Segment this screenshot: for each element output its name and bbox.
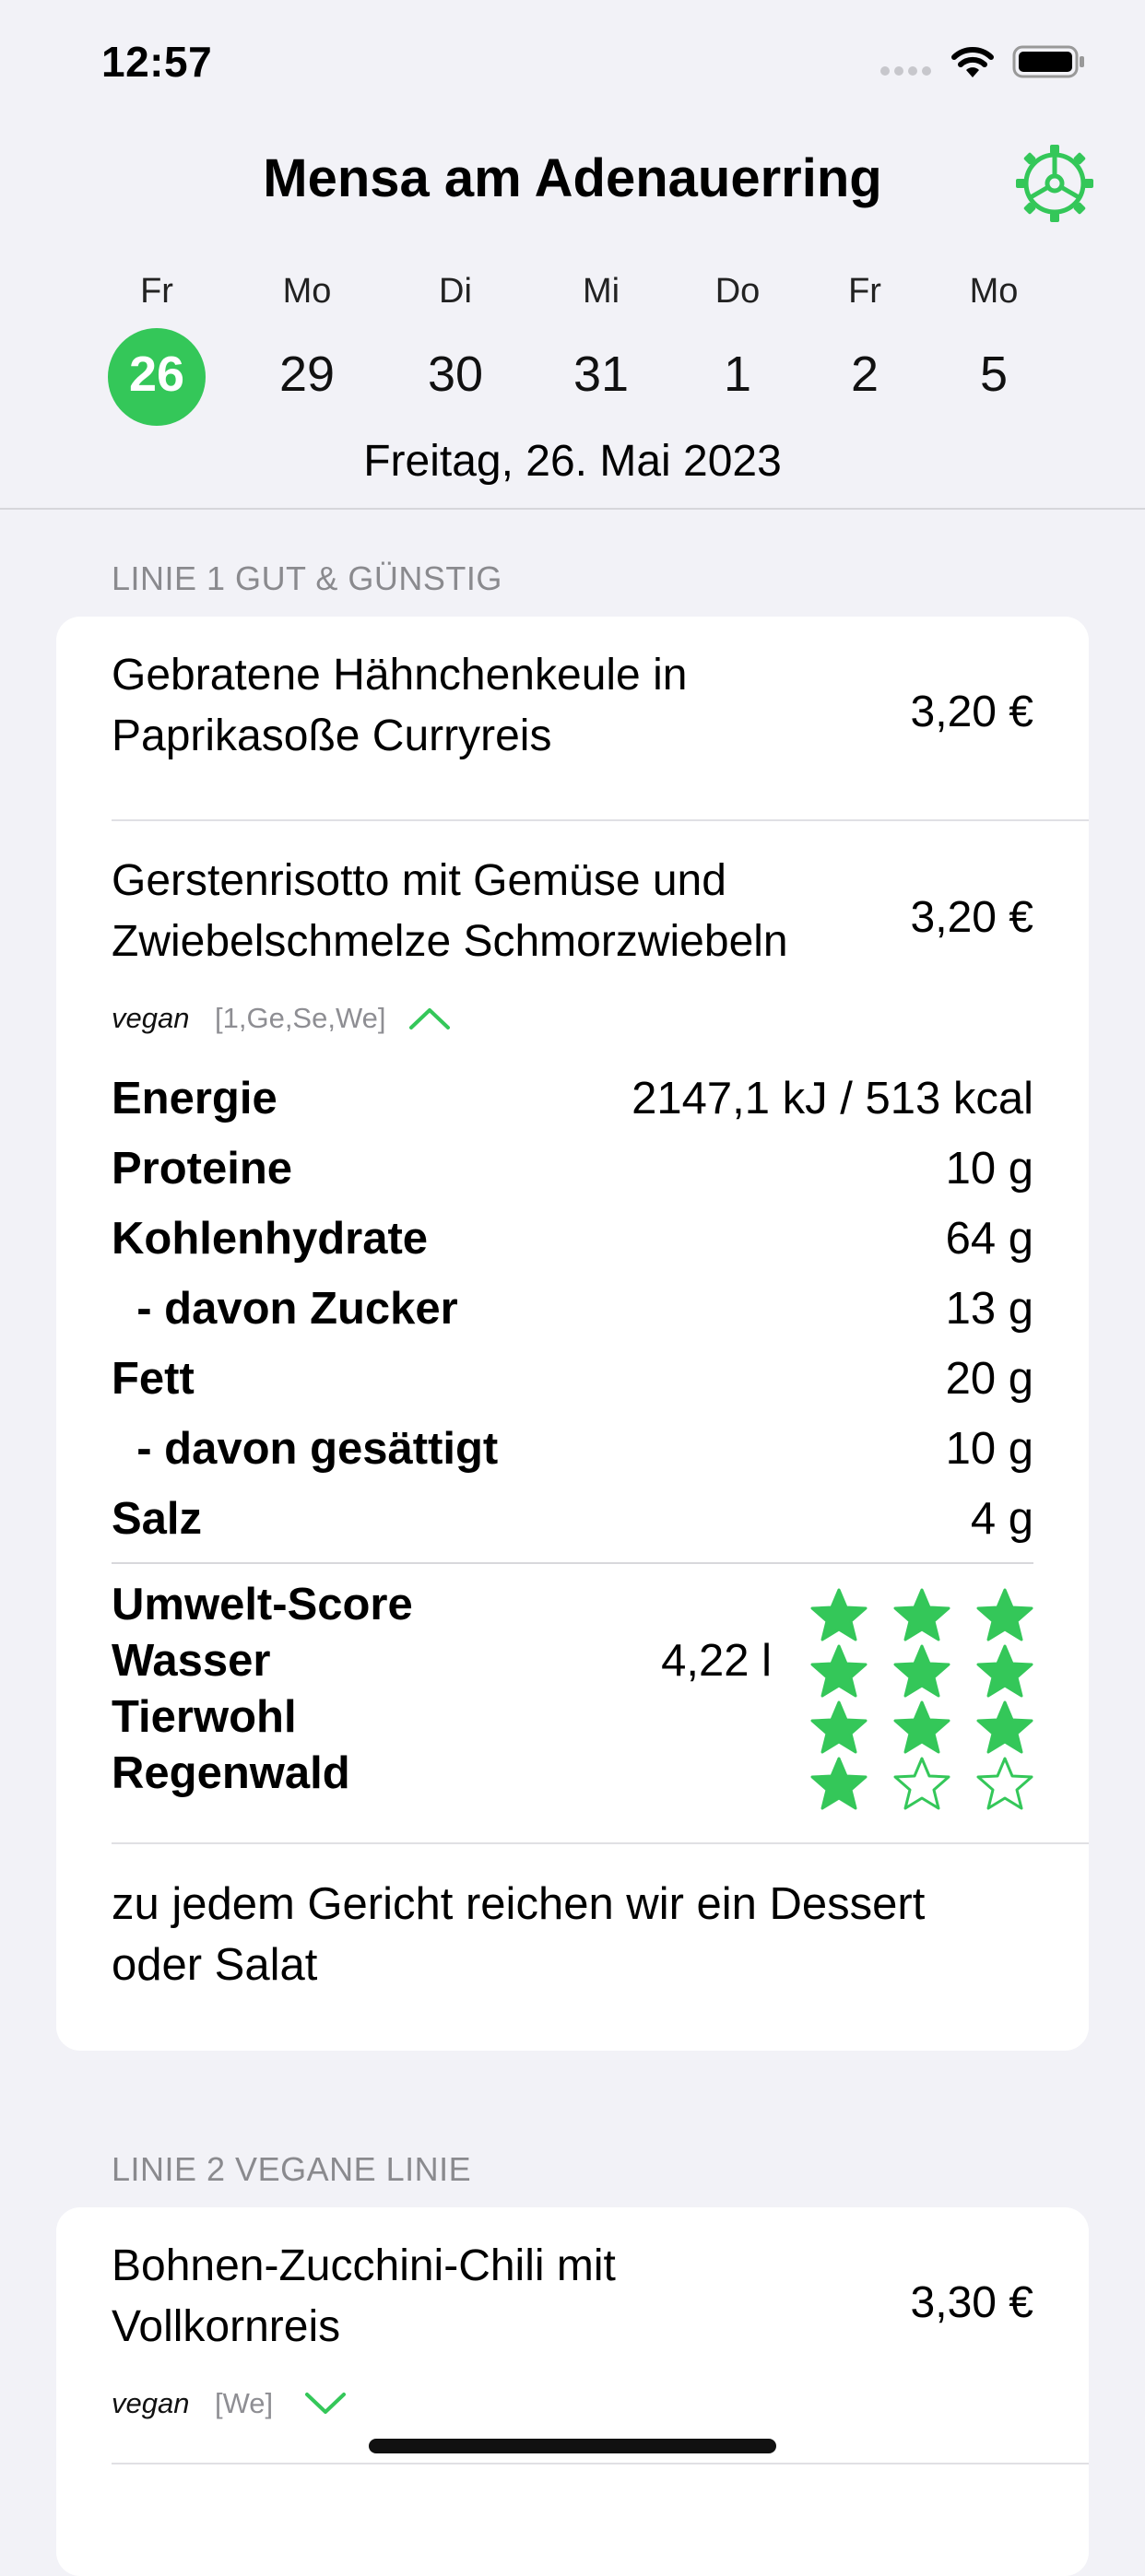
day-name: Mo <box>282 272 332 311</box>
menu-card-line-1 <box>56 617 1089 2051</box>
star-filled-icon <box>810 1700 868 1754</box>
eco-label: Wasser <box>112 1636 271 1686</box>
section-header-line-1: LINIE 1 GUT & GÜNSTIG <box>112 559 502 597</box>
star-filled-icon <box>976 1700 1033 1754</box>
dish-price: 3,20 € <box>910 893 1033 942</box>
star-filled-icon <box>976 1644 1033 1698</box>
day-name: Fr <box>140 272 173 311</box>
page-title: Mensa am Adenauerring <box>263 148 882 208</box>
note-line: oder Salat <box>112 1940 318 1990</box>
nutrition-value: 10 g <box>945 1144 1033 1194</box>
note-divider <box>112 1842 1089 1844</box>
nutrition-divider <box>112 1562 1033 1564</box>
dish-name-line: Bohnen-Zucchini-Chili mit <box>112 2241 616 2290</box>
status-time: 12:57 <box>101 38 213 86</box>
nutrition-label: Fett <box>112 1354 195 1404</box>
nutrition-value: 20 g <box>945 1354 1033 1404</box>
wifi-icon <box>951 47 994 77</box>
selected-day-indicator <box>108 328 206 426</box>
nutrition-value: 2147,1 kJ / 513 kcal <box>632 1074 1033 1123</box>
eco-label: Regenwald <box>112 1748 350 1798</box>
nutrition-value: 10 g <box>945 1424 1033 1474</box>
star-filled-icon <box>976 1588 1033 1641</box>
dish-name-line: Gerstenrisotto mit Gemüse und <box>112 856 726 905</box>
allergen-codes: [We] <box>215 2387 274 2419</box>
day-button-5[interactable]: 5 <box>979 347 1009 402</box>
water-value: 4,22 l <box>661 1636 772 1686</box>
chevron-down-icon[interactable] <box>304 2392 347 2416</box>
star-empty-icon <box>976 1757 1033 1810</box>
day-name: Do <box>714 272 761 311</box>
day-button-1[interactable]: 1 <box>723 347 752 402</box>
section-header-line-2: LINIE 2 VEGANE LINIE <box>112 2150 472 2188</box>
dish-divider <box>112 2463 1089 2464</box>
dish-divider <box>112 819 1089 821</box>
dish-name-line: Vollkornreis <box>112 2302 341 2351</box>
dish-name-line: Zwiebelschmelze Schmorzwiebeln <box>112 917 788 966</box>
dish-name[interactable]: Gerstenrisotto mit Gemüse und Zwiebelsch… <box>112 851 904 972</box>
dish-name[interactable]: Gebratene Hähnchenkeule in Paprikasoße C… <box>112 645 904 767</box>
day-button-30[interactable]: 30 <box>427 347 484 402</box>
header-divider <box>0 508 1145 510</box>
day-button-26[interactable]: 26 <box>128 347 185 402</box>
nutrition-value: 64 g <box>945 1214 1033 1264</box>
star-filled-icon <box>810 1644 868 1698</box>
nutrition-label: Salz <box>112 1494 203 1544</box>
dish-price: 3,20 € <box>910 688 1033 736</box>
battery-icon <box>1012 45 1084 78</box>
day-name: Di <box>439 272 472 311</box>
day-button-29[interactable]: 29 <box>278 347 336 402</box>
star-filled-icon <box>810 1588 868 1641</box>
nutrition-label: Energie <box>112 1074 277 1123</box>
line-note: zu jedem Gericht reichen wir ein Dessert… <box>112 1874 1033 1995</box>
home-indicator <box>369 2439 776 2453</box>
day-button-31[interactable]: 31 <box>572 347 630 402</box>
nutrition-label: - davon gesättigt <box>112 1424 499 1474</box>
star-filled-icon <box>893 1644 950 1698</box>
vegan-tag: vegan <box>112 2387 190 2419</box>
nutrition-label: Proteine <box>112 1144 293 1194</box>
dish-name-line: Gebratene Hähnchenkeule in <box>112 651 688 700</box>
day-name: Fr <box>848 272 881 311</box>
note-line: zu jedem Gericht reichen wir ein Dessert <box>112 1879 926 1929</box>
gear-icon[interactable] <box>1014 143 1095 224</box>
star-filled-icon <box>893 1700 950 1754</box>
cellular-signal-icon <box>880 66 931 76</box>
day-name: Mi <box>582 272 620 311</box>
day-button-2[interactable]: 2 <box>850 347 879 402</box>
vegan-tag: vegan <box>112 1002 190 1034</box>
star-filled-icon <box>810 1757 868 1810</box>
selected-date-label: Freitag, 26. Mai 2023 <box>363 437 782 486</box>
nutrition-value: 4 g <box>970 1494 1033 1544</box>
nutrition-value: 13 g <box>945 1284 1033 1334</box>
allergen-codes: [1,Ge,Se,We] <box>215 1002 386 1034</box>
dish-price: 3,30 € <box>910 2278 1033 2327</box>
dish-name-line: Paprikasoße Curryreis <box>112 712 552 760</box>
dish-name[interactable]: Bohnen-Zucchini-Chili mit Vollkornreis <box>112 2236 904 2358</box>
nutrition-label: Kohlenhydrate <box>112 1214 429 1264</box>
day-name: Mo <box>969 272 1019 311</box>
nutrition-label: - davon Zucker <box>112 1284 458 1334</box>
eco-label: Tierwohl <box>112 1692 297 1742</box>
chevron-up-icon[interactable] <box>408 1006 451 1030</box>
eco-label: Umwelt-Score <box>112 1580 413 1629</box>
star-filled-icon <box>893 1588 950 1641</box>
star-empty-icon <box>893 1757 950 1810</box>
